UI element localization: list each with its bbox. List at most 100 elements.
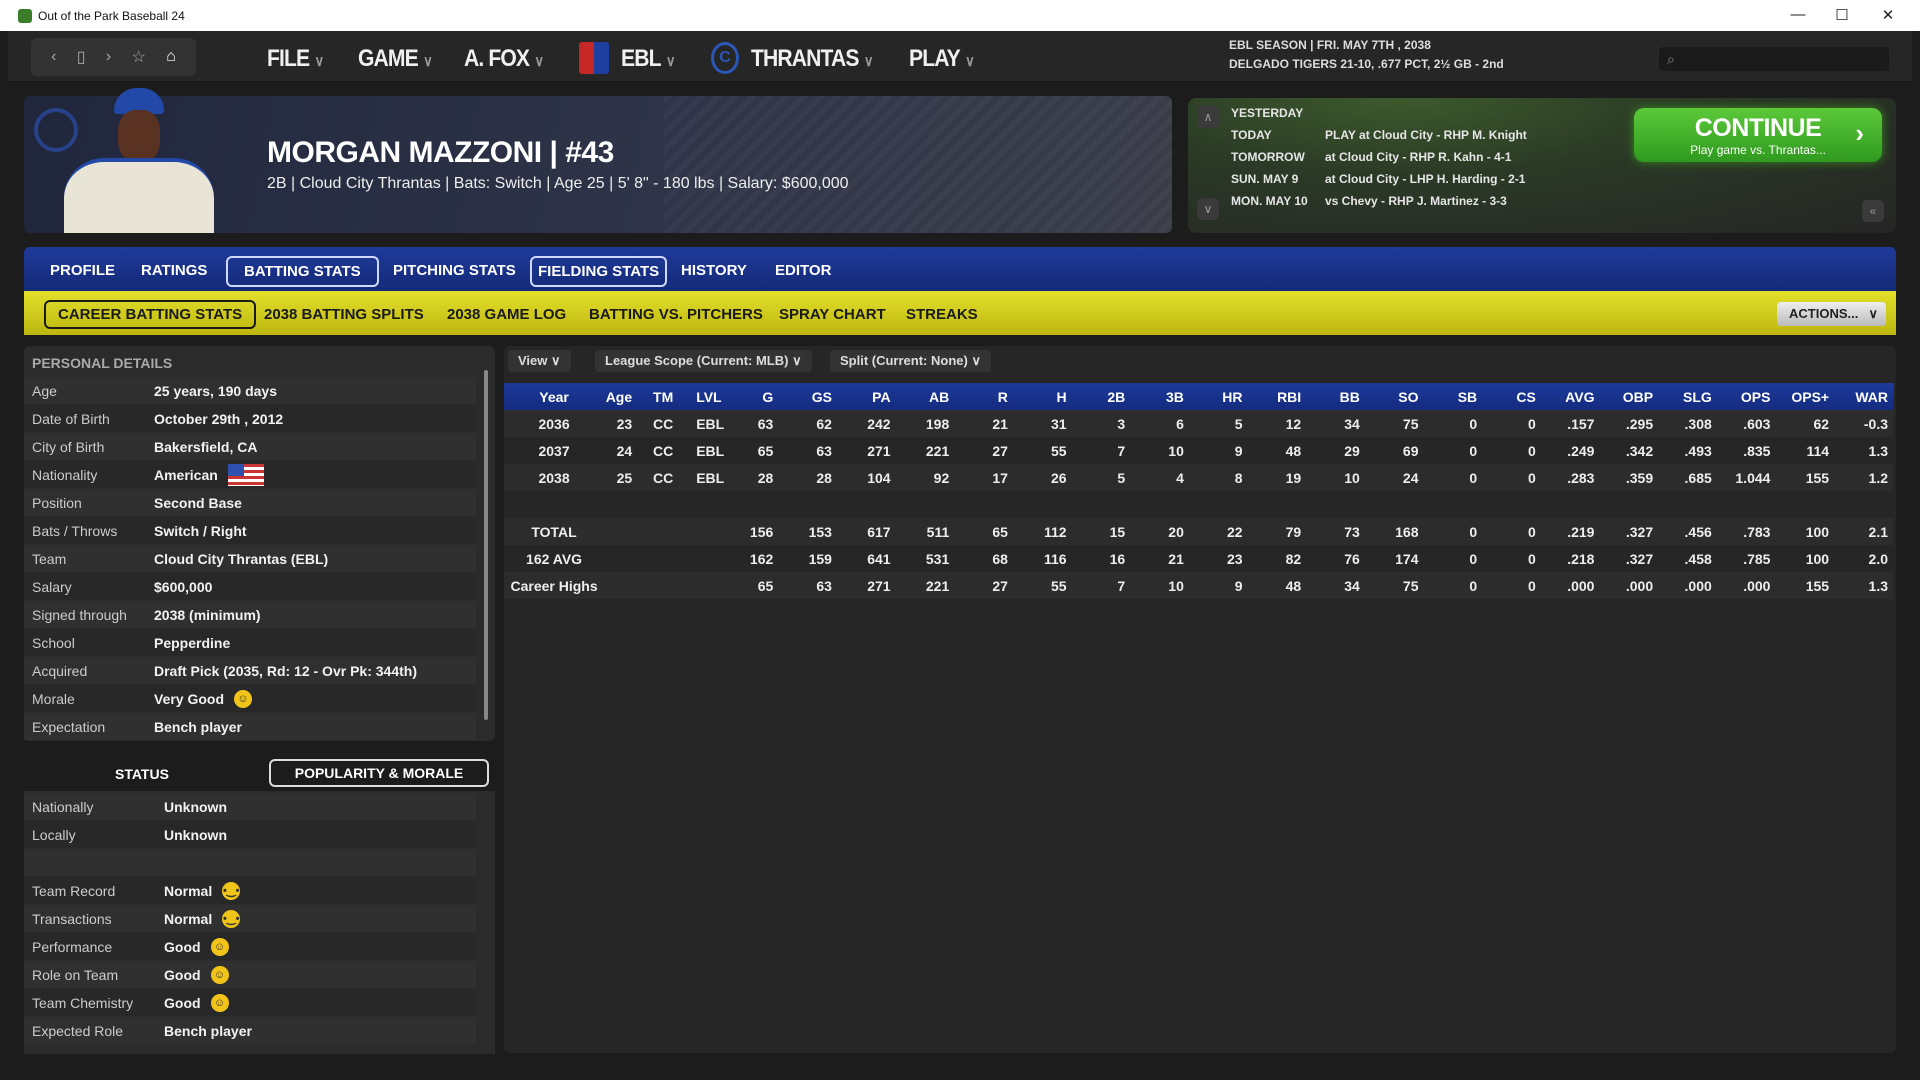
cell-pa — [838, 491, 897, 518]
cell-ab: 198 — [925, 415, 950, 432]
tab-batting-stats[interactable]: BATTING STATS — [226, 256, 379, 287]
cell-bb: 76 — [1344, 550, 1360, 567]
detail-row: School Pepperdine — [24, 629, 476, 656]
subtab-game-log[interactable]: 2038 GAME LOG — [447, 306, 567, 323]
menu-play[interactable]: PLAY ∨ — [909, 45, 975, 72]
column-header-age[interactable]: Age — [605, 388, 633, 405]
continue-label: CONTINUE — [1694, 114, 1822, 142]
column-header-ops[interactable]: OPS — [1740, 388, 1771, 405]
toolbar — [8, 31, 1912, 82]
column-header-ops-plus[interactable]: OPS+ — [1791, 388, 1830, 405]
schedule-game[interactable]: at Cloud City - RHP R. Kahn - 4-1 — [1325, 150, 1512, 164]
cell-cs: 0 — [1528, 469, 1536, 486]
player-portrait — [56, 88, 216, 233]
view-dropdown[interactable]: View ∨ — [508, 350, 571, 372]
search-input[interactable]: ⌕ — [1659, 47, 1889, 71]
league-scope-dropdown[interactable]: League Scope (Current: MLB) ∨ — [595, 350, 812, 372]
cell-r: 27 — [992, 577, 1008, 594]
scroll-up-button[interactable]: ∧ — [1197, 106, 1219, 128]
cell-lvl — [688, 545, 732, 572]
column-header-3b[interactable]: 3B — [1165, 388, 1184, 405]
column-header-gs[interactable]: GS — [811, 388, 832, 405]
actions-button[interactable]: ACTIONS... ∨ — [1777, 302, 1886, 326]
forward-icon[interactable]: › — [105, 48, 112, 65]
column-header-avg[interactable]: AVG — [1565, 388, 1595, 405]
continue-button[interactable]: CONTINUE Play game vs. Thrantas... › — [1634, 108, 1882, 162]
title-bar: Out of the Park Baseball 24 — ☐ ✕ — [0, 0, 1920, 31]
column-header-so[interactable]: SO — [1398, 388, 1419, 405]
subtab-career-batting[interactable]: CAREER BATTING STATS — [44, 300, 257, 329]
column-header-g[interactable]: G — [762, 388, 774, 405]
cell-pa: 617 — [867, 523, 891, 540]
tab-pitching-stats[interactable]: PITCHING STATS — [393, 262, 516, 279]
column-header-cs[interactable]: CS — [1516, 388, 1536, 405]
subtab-spray-chart[interactable]: SPRAY CHART — [779, 306, 886, 323]
cell-pa: 271 — [867, 577, 891, 594]
menu-team[interactable]: THRANTAS ∨ — [751, 45, 873, 72]
home-icon[interactable]: ⌂ — [166, 48, 176, 65]
team-logo-icon: C — [711, 42, 739, 74]
cell-age — [604, 572, 638, 599]
popularity-morale-button[interactable]: POPULARITY & MORALE — [269, 759, 489, 787]
menu-file[interactable]: FILE ∨ — [267, 45, 324, 72]
cell-bb: 10 — [1344, 469, 1360, 486]
tab-fielding-stats[interactable]: FIELDING STATS — [530, 256, 668, 287]
split-dropdown[interactable]: Split (Current: None) ∨ — [830, 350, 991, 372]
tab-editor[interactable]: EDITOR — [775, 262, 832, 279]
cell-ops: .783 — [1743, 523, 1771, 540]
close-button[interactable]: ✕ — [1881, 7, 1895, 24]
cell-gs: 153 — [808, 523, 832, 540]
detail-value-text: Unknown — [164, 798, 227, 815]
page-icon[interactable]: ▯ — [76, 49, 86, 66]
cell-h: 55 — [1050, 577, 1067, 594]
star-icon[interactable]: ☆ — [131, 49, 146, 66]
column-header-2b[interactable]: 2B — [1107, 388, 1126, 405]
column-header-sb[interactable]: SB — [1457, 388, 1478, 405]
column-header-ab[interactable]: AB — [929, 388, 950, 405]
column-header-rbi[interactable]: RBI — [1277, 388, 1302, 405]
tab-ratings[interactable]: RATINGS — [141, 262, 208, 279]
detail-value: Unknown — [164, 827, 227, 843]
cell-slg: .458 — [1684, 550, 1712, 567]
scroll-down-button[interactable]: ∨ — [1197, 198, 1219, 220]
back-icon[interactable]: ‹ — [51, 48, 57, 65]
chevron-down-icon: ∨ — [423, 53, 433, 70]
schedule-game[interactable]: vs Chevy - RHP J. Martinez - 3-3 — [1325, 194, 1507, 208]
tab-profile[interactable]: PROFILE — [50, 262, 116, 279]
menu-game[interactable]: GAME ∨ — [358, 45, 433, 72]
column-header-year[interactable]: Year — [539, 388, 569, 405]
column-header-tm[interactable]: TM — [653, 388, 674, 405]
column-header-pa[interactable]: PA — [872, 388, 891, 405]
detail-label: Locally — [32, 826, 76, 843]
schedule-day: TODAY — [1231, 128, 1272, 142]
schedule-game[interactable]: at Cloud City - LHP H. Harding - 2-1 — [1325, 172, 1526, 186]
detail-label: Date of Birth — [32, 410, 110, 427]
minimize-button[interactable]: — — [1790, 6, 1806, 23]
column-header-r[interactable]: R — [997, 388, 1008, 405]
subtab-streaks[interactable]: STREAKS — [906, 306, 978, 323]
tab-history[interactable]: HISTORY — [681, 262, 747, 279]
schedule-game[interactable]: PLAY at Cloud City - RHP M. Knight — [1325, 128, 1527, 142]
menu-league[interactable]: EBL ∨ — [621, 45, 676, 72]
menu-manager[interactable]: A. FOX ∨ — [464, 45, 544, 72]
cell-hr: 22 — [1226, 523, 1243, 540]
cell-war: 1.2 — [1868, 469, 1888, 486]
subtab-batting-vs-pitchers[interactable]: BATTING VS. PITCHERS — [589, 306, 763, 323]
detail-label: Acquired — [32, 662, 88, 679]
detail-value: October 29th , 2012 — [154, 411, 283, 427]
column-header-obp[interactable]: OBP — [1622, 388, 1654, 405]
cell-tm — [638, 518, 688, 545]
column-header-h[interactable]: H — [1056, 388, 1067, 405]
scrollbar[interactable] — [482, 352, 490, 737]
table-row: 2037 24 CC EBL 65 63 271 221 27 55 7 10 9 48 29 69 0 0 .24… — [504, 437, 1894, 464]
column-header-slg[interactable]: SLG — [1683, 388, 1712, 405]
maximize-button[interactable]: ☐ — [1835, 7, 1849, 24]
cell-rbi: 82 — [1285, 550, 1302, 567]
column-header-war[interactable]: WAR — [1855, 388, 1888, 405]
column-header-bb[interactable]: BB — [1339, 388, 1360, 405]
subtab-batting-splits[interactable]: 2038 BATTING SPLITS — [264, 306, 424, 323]
column-header-hr[interactable]: HR — [1222, 388, 1243, 405]
detail-row: Performance Good ☺ — [24, 933, 476, 960]
collapse-button[interactable]: « — [1862, 200, 1884, 222]
column-header-lvl[interactable]: LVL — [696, 388, 722, 405]
